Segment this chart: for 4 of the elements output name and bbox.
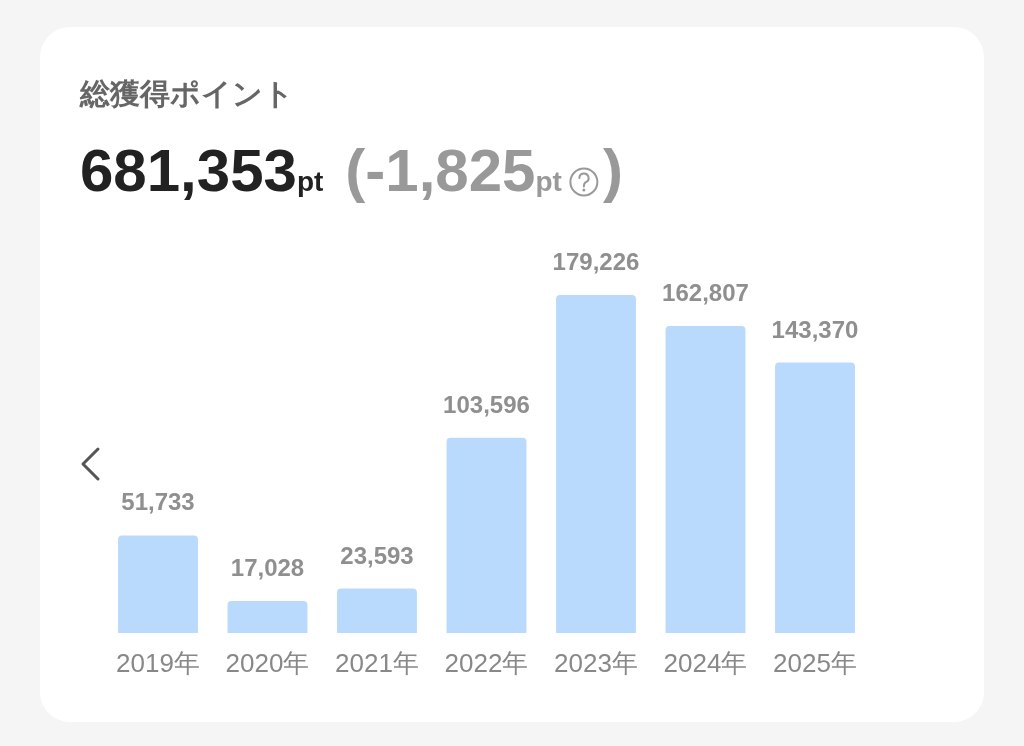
annotation: (-1,825pt bbox=[345, 137, 562, 204]
annotation: ) bbox=[602, 137, 623, 204]
subtitle: 681,353pt bbox=[80, 137, 324, 204]
title: 総獲得ポイント bbox=[80, 77, 294, 110]
